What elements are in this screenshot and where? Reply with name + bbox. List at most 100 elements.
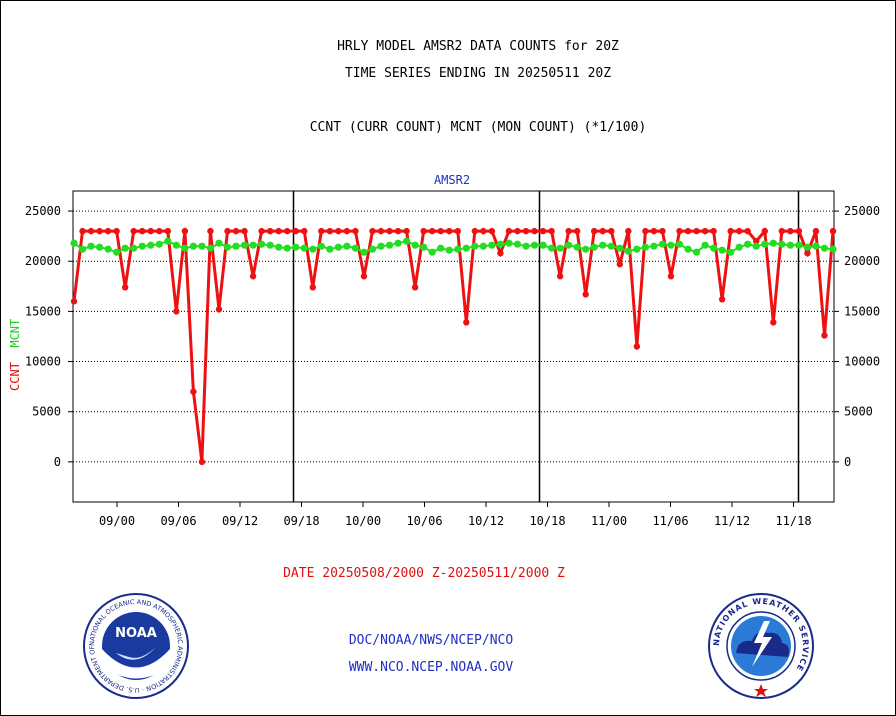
ccnt-point — [147, 227, 154, 235]
mcnt-point — [692, 248, 701, 256]
y-tick-label-right: 25000 — [844, 204, 880, 218]
ccnt-point — [548, 227, 555, 235]
ccnt-point — [514, 227, 521, 235]
mcnt-point — [496, 240, 505, 248]
y-tick-label-left: 15000 — [25, 304, 61, 318]
ccnt-point — [249, 273, 257, 280]
website-link[interactable]: WWW.NCO.NCEP.NOAA.GOV — [348, 660, 514, 675]
mcnt-point — [385, 241, 394, 249]
mcnt-point — [513, 240, 522, 248]
mcnt-point — [368, 245, 377, 253]
x-tick-label: 10/00 — [345, 514, 381, 528]
y-tick-label-left: 5000 — [32, 405, 61, 419]
mcnt-point — [420, 243, 428, 251]
x-tick-label: 11/12 — [714, 514, 750, 528]
ccnt-point — [710, 227, 717, 235]
mcnt-point — [710, 244, 718, 252]
mcnt-point — [104, 245, 112, 253]
y-tick-label-right: 0 — [844, 455, 851, 469]
y-tick-label-left: 0 — [54, 455, 61, 469]
mcnt-point — [138, 242, 146, 250]
y-tick-label-left: 10000 — [25, 355, 61, 369]
mcnt-point — [803, 243, 812, 251]
ccnt-point — [531, 227, 538, 235]
noaa-logo: NATIONAL OCEANIC AND ATMOSPHERIC ADMINIS… — [81, 591, 189, 699]
mcnt-point — [343, 242, 351, 250]
ccnt-point — [96, 227, 103, 235]
mcnt-point — [437, 244, 445, 252]
mcnt-point — [317, 242, 325, 250]
nws-logo: NATIONAL WEATHER SERVICE — [708, 593, 814, 699]
mcnt-point — [462, 244, 470, 252]
ccnt-point — [446, 227, 453, 235]
ccnt-point — [454, 227, 461, 235]
ccnt-point — [284, 227, 291, 235]
ccnt-point — [87, 227, 95, 235]
y-tick-label-right: 15000 — [844, 304, 880, 318]
ccnt-point — [377, 227, 385, 235]
mcnt-point — [718, 246, 726, 254]
org-label: DOC/NOAA/NWS/NCEP/NCO — [348, 633, 514, 648]
x-tick-label: 11/00 — [591, 514, 627, 528]
ccnt-point — [539, 227, 547, 235]
ccnt-point — [608, 227, 615, 235]
mcnt-point — [351, 244, 360, 252]
ccnt-point — [190, 388, 197, 395]
mcnt-point — [556, 244, 564, 252]
ccnt-point — [829, 227, 837, 235]
ccnt-point — [778, 227, 786, 235]
ccnt-point — [420, 227, 427, 235]
mcnt-point — [130, 244, 138, 252]
ccnt-point — [753, 237, 760, 245]
x-tick-label: 09/00 — [99, 514, 135, 528]
mcnt-point — [795, 241, 803, 249]
mcnt-point — [667, 241, 675, 249]
mcnt-point — [215, 239, 223, 247]
ccnt-point — [471, 227, 479, 235]
mcnt-point — [454, 245, 462, 253]
ccnt-point — [667, 273, 675, 280]
mcnt-point — [547, 244, 556, 252]
ccnt-point — [787, 227, 794, 235]
ccnt-line — [72, 227, 835, 463]
ccnt-point — [684, 227, 692, 235]
ccnt-point — [181, 227, 189, 235]
mcnt-point — [624, 247, 632, 255]
mcnt-point — [223, 243, 232, 251]
mcnt-point — [633, 245, 641, 253]
ccnt-point — [326, 227, 334, 235]
mcnt-point — [786, 241, 794, 249]
ccnt-point — [386, 227, 393, 235]
ccnt-point — [224, 227, 231, 235]
mcnt-point — [147, 241, 155, 249]
mcnt-point — [411, 241, 419, 249]
ccnt-point — [79, 227, 86, 235]
ccnt-point — [573, 227, 581, 235]
mcnt-point — [565, 241, 573, 249]
ccnt-point — [633, 343, 641, 350]
series-description: CCNT (CURR COUNT) MCNT (MON COUNT) (*1/1… — [309, 120, 647, 135]
x-tick-label: 10/18 — [529, 514, 565, 528]
ccnt-point — [744, 227, 751, 235]
mcnt-series — [70, 237, 837, 256]
mcnt-point — [530, 241, 539, 249]
ccnt-point — [650, 227, 658, 235]
mcnt-point — [275, 243, 283, 251]
mcnt-point — [735, 243, 743, 251]
mcnt-point — [360, 248, 368, 256]
ccnt-point — [718, 296, 726, 303]
mcnt-point — [95, 243, 104, 251]
ccnt-point — [701, 227, 709, 235]
mcnt-point — [522, 242, 530, 250]
ccnt-point — [318, 227, 325, 235]
mcnt-point — [607, 242, 615, 250]
ccnt-point — [591, 227, 598, 235]
mcnt-point — [283, 244, 291, 252]
mcnt-point — [78, 245, 87, 253]
mcnt-point — [616, 244, 624, 252]
ccnt-point — [275, 227, 282, 235]
ccnt-point — [164, 227, 172, 235]
ccnt-point — [301, 227, 308, 235]
mcnt-point — [258, 240, 266, 248]
